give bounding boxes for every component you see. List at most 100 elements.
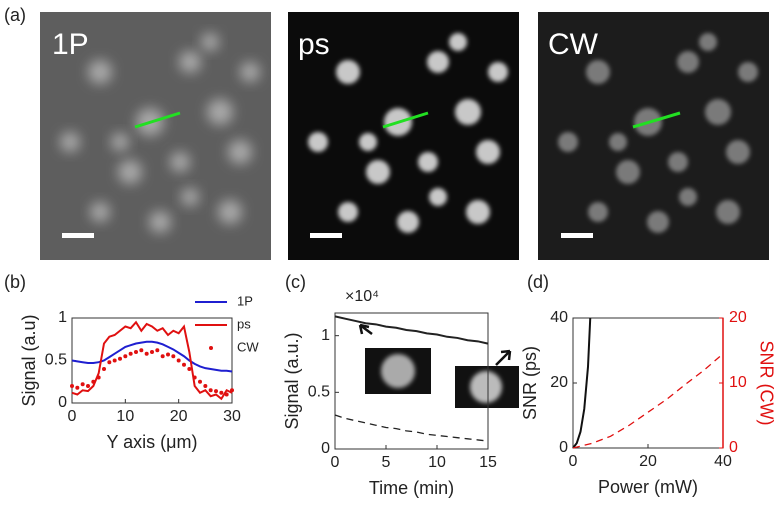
cell [207,99,233,125]
x-tick-label: 40 [714,453,732,470]
y-tick-label: 1 [321,327,330,344]
cell [201,33,219,51]
x-axis-label: Power (mW) [598,477,698,497]
data-point [192,375,197,380]
scale-bar [62,233,94,238]
cell [466,200,490,224]
cell [716,200,740,224]
cell [588,202,608,222]
legend-label: ps [237,316,251,331]
insets [358,323,519,408]
y2-tick-label: 20 [729,309,747,326]
cell [60,132,80,152]
data-point [214,389,218,394]
cell [228,140,252,164]
data-point [187,367,192,371]
data-point [208,388,213,393]
data-point [219,390,224,395]
profile-line [134,111,181,129]
micrograph [538,12,769,260]
cell [88,60,112,84]
cell [111,133,129,151]
data-point [123,354,128,359]
axis-multiplier: ×10⁴ [345,288,379,305]
cell [170,152,190,172]
x-tick-label: 5 [382,454,391,471]
panel-label: (b) [4,272,26,292]
y-tick-label: 20 [550,374,568,391]
data-point [134,350,138,354]
x-tick-label: 0 [331,454,340,471]
data-point [75,385,80,390]
data-point [144,351,149,356]
x-tick-label: 0 [569,453,578,470]
cell [726,140,750,164]
cell [429,188,447,206]
cell [699,33,717,51]
cell [677,51,699,73]
y-tick-label: 0 [58,394,67,411]
cell [418,152,438,172]
cell [366,160,390,184]
y-tick-label: 1 [58,309,67,326]
y-tick-label: 0 [321,440,330,457]
cell [609,133,627,151]
data-point [224,392,229,397]
cell [397,211,419,233]
y-axis-label: Signal (a.u.) [282,332,302,429]
legend-label: 1P [237,293,253,308]
x-tick-label: 30 [223,408,241,425]
micrograph [40,12,271,260]
profile-line [382,111,429,129]
x-tick-label: 15 [479,454,497,471]
y-tick-label: 0.5 [308,384,330,401]
cell [705,99,731,125]
panel-label: (a) [4,5,26,25]
micrographs [40,12,769,260]
data-point [118,356,122,361]
cell [647,211,669,233]
data-line [334,315,489,345]
y-tick-label: 0 [559,439,568,456]
data-point [160,354,165,359]
x-axis-label: Y axis (μm) [106,432,197,452]
cell [449,33,467,51]
plot-frame [71,317,233,404]
plot-frame [334,312,489,450]
cell [240,62,260,82]
x-axis-label: Time (min) [369,478,454,498]
data-point [80,382,85,387]
panel-label: (d) [527,272,549,292]
x-tick-label: 20 [639,453,657,470]
data-point [91,379,96,384]
cell [181,188,199,206]
cell [308,132,328,152]
cell [427,51,449,73]
micrograph [288,12,519,260]
data-point [139,348,144,353]
data-point [96,375,101,380]
data-point [86,384,90,388]
data-point [102,367,106,371]
data-point [150,350,154,354]
cell [476,140,500,164]
y-axis-label: SNR (ps) [520,346,540,420]
image-label: CW [548,28,599,61]
data-point [155,348,160,353]
y-tick-label: 0.5 [45,352,67,369]
plot-frame [572,317,724,449]
data-point [128,351,133,356]
cell [336,60,360,84]
image-label: ps [298,28,330,61]
legend-label: CW [237,339,259,354]
data-point [230,388,234,393]
profile-line [632,111,681,129]
data-point [107,360,112,365]
x-tick-label: 20 [170,408,188,425]
scale-bar [561,233,593,238]
panel-label: (c) [285,272,306,292]
x-tick-label: 0 [68,408,77,425]
cell [118,160,142,184]
cell [90,202,110,222]
